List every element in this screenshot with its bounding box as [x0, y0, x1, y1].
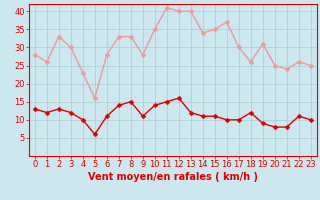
- X-axis label: Vent moyen/en rafales ( km/h ): Vent moyen/en rafales ( km/h ): [88, 172, 258, 182]
